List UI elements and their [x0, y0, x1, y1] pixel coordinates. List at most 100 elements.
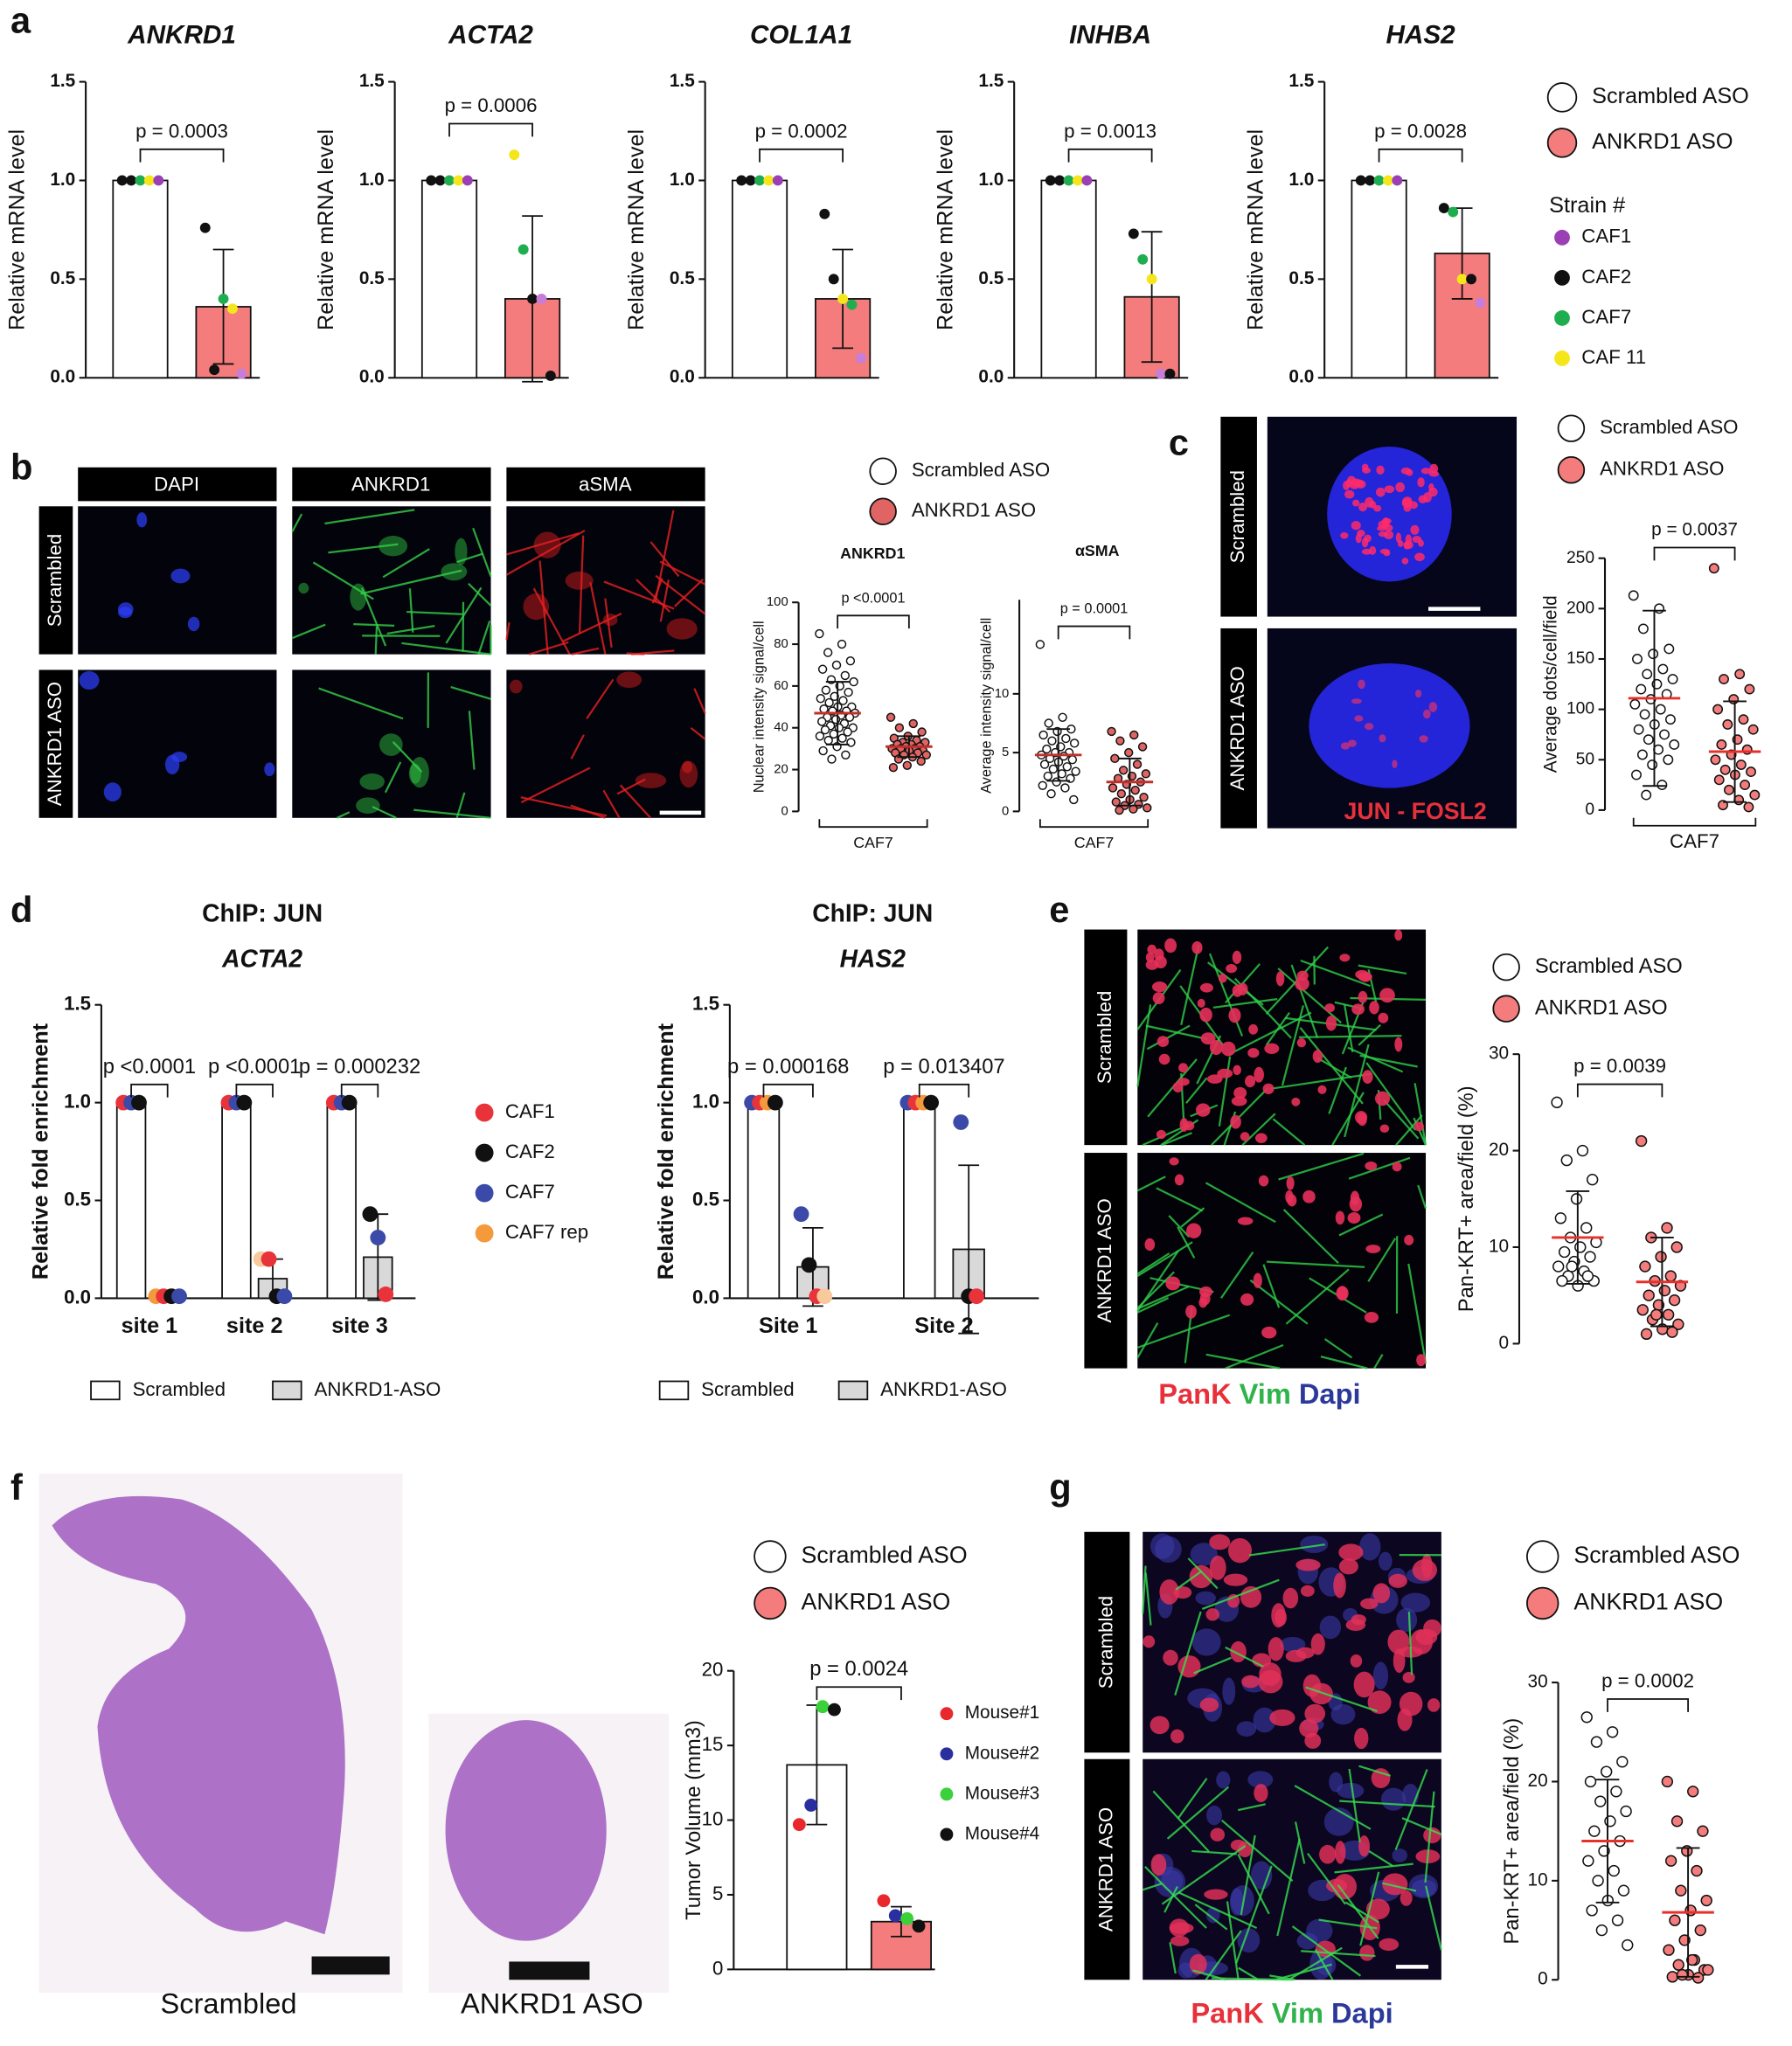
column-header-box — [506, 467, 705, 502]
data-point — [1116, 789, 1127, 799]
x-group-bracket — [1632, 817, 1757, 827]
data-point — [1636, 683, 1647, 695]
stain — [1354, 1727, 1369, 1750]
stain — [1351, 1003, 1365, 1016]
y-axis-label: Relative mRNA level — [934, 129, 958, 330]
data-point — [894, 723, 905, 732]
stain — [1206, 1906, 1220, 1924]
data-point — [1648, 648, 1659, 660]
stain — [1247, 1771, 1274, 1789]
fiber — [589, 582, 607, 655]
data-point — [1743, 801, 1754, 813]
p-value: p <0.0001 — [208, 1055, 301, 1078]
bar — [731, 179, 788, 379]
legend-marker — [475, 1103, 494, 1122]
data-point — [1657, 663, 1669, 675]
data-point — [1747, 724, 1759, 735]
data-point — [143, 175, 155, 186]
fiber — [1278, 1152, 1365, 1181]
stain — [1170, 1729, 1184, 1744]
panel-letter: b — [10, 447, 32, 488]
stain — [1199, 1286, 1213, 1298]
y-tick-label: 200 — [1566, 599, 1594, 617]
data-point — [1115, 805, 1124, 815]
legend-swatch — [837, 1380, 869, 1401]
chart-title: αSMA — [1075, 542, 1120, 559]
stain — [1226, 964, 1238, 974]
y-axis-label: Tumor Volume (mm3) — [682, 1720, 705, 1920]
stain — [1347, 1212, 1361, 1224]
fiber — [1314, 1948, 1334, 1980]
legend-label: CAF2 — [505, 1141, 555, 1162]
data-point — [1128, 228, 1139, 239]
fiber — [1383, 1099, 1420, 1140]
data-point — [843, 727, 852, 737]
y-axis-label: Relative fold enrichment — [654, 1023, 678, 1280]
stain — [1218, 974, 1227, 983]
data-point — [426, 175, 437, 186]
stain — [1392, 759, 1398, 769]
stain — [1325, 1016, 1337, 1031]
data-point — [1143, 803, 1152, 813]
significance-bracket — [837, 614, 910, 629]
fiber — [1177, 1778, 1208, 1820]
legend-marker — [1554, 229, 1570, 246]
data-point — [1475, 297, 1486, 309]
nucleus — [1309, 663, 1470, 788]
data-point — [817, 664, 828, 674]
data-point — [845, 655, 856, 666]
data-point — [816, 694, 825, 704]
x-group-bracket — [1038, 819, 1150, 829]
stain — [1204, 1889, 1228, 1900]
data-point — [1052, 777, 1061, 787]
stain — [1296, 1932, 1318, 1950]
stain — [408, 763, 421, 784]
stain — [1347, 739, 1357, 747]
data-point — [1643, 1289, 1655, 1301]
fiber — [1136, 1252, 1170, 1275]
data-point — [1657, 780, 1668, 791]
stain — [1230, 1640, 1247, 1663]
fiber — [1168, 1215, 1191, 1238]
fiber — [1305, 1686, 1378, 1713]
stain — [171, 752, 188, 763]
fiber — [1185, 1077, 1208, 1104]
data-point — [1724, 784, 1734, 795]
stain — [1421, 1553, 1433, 1578]
y-tick-label: 250 — [1566, 549, 1594, 567]
stain — [1197, 998, 1205, 1008]
fiber — [291, 513, 303, 532]
stain — [1144, 1238, 1156, 1252]
y-tick-label: 1.5 — [670, 71, 695, 91]
data-point — [1655, 704, 1666, 715]
data-point — [1600, 1765, 1613, 1778]
fiber — [1323, 1338, 1353, 1359]
y-axis-label: Relative mRNA level — [5, 129, 30, 330]
fiber — [1337, 1884, 1379, 1939]
y-axis-label: Relative fold enrichment — [28, 1023, 52, 1280]
fiber — [1401, 1817, 1442, 1835]
stain — [1222, 1677, 1236, 1705]
data-point — [370, 1230, 386, 1245]
data-point — [855, 352, 866, 364]
fiber — [520, 796, 608, 817]
data-point — [816, 1700, 830, 1714]
stain — [1404, 1234, 1414, 1245]
data-point — [1584, 1775, 1597, 1788]
fiber — [324, 509, 415, 525]
data-point — [849, 676, 858, 687]
stain — [1209, 1534, 1231, 1550]
panel-letter: e — [1049, 889, 1069, 930]
data-point — [1118, 766, 1129, 775]
stain — [1237, 982, 1248, 995]
chart-title: ANKRD1 — [127, 20, 236, 49]
data-point — [1629, 698, 1641, 710]
row-label-box — [1084, 1758, 1130, 1980]
stain — [1223, 1573, 1248, 1586]
x-tick-label: Site 1 — [759, 1314, 817, 1338]
error-bar — [891, 1905, 912, 1938]
fiber — [1344, 1901, 1379, 1924]
micrograph — [292, 669, 491, 818]
stain — [1169, 1157, 1179, 1166]
stain — [1340, 742, 1351, 750]
